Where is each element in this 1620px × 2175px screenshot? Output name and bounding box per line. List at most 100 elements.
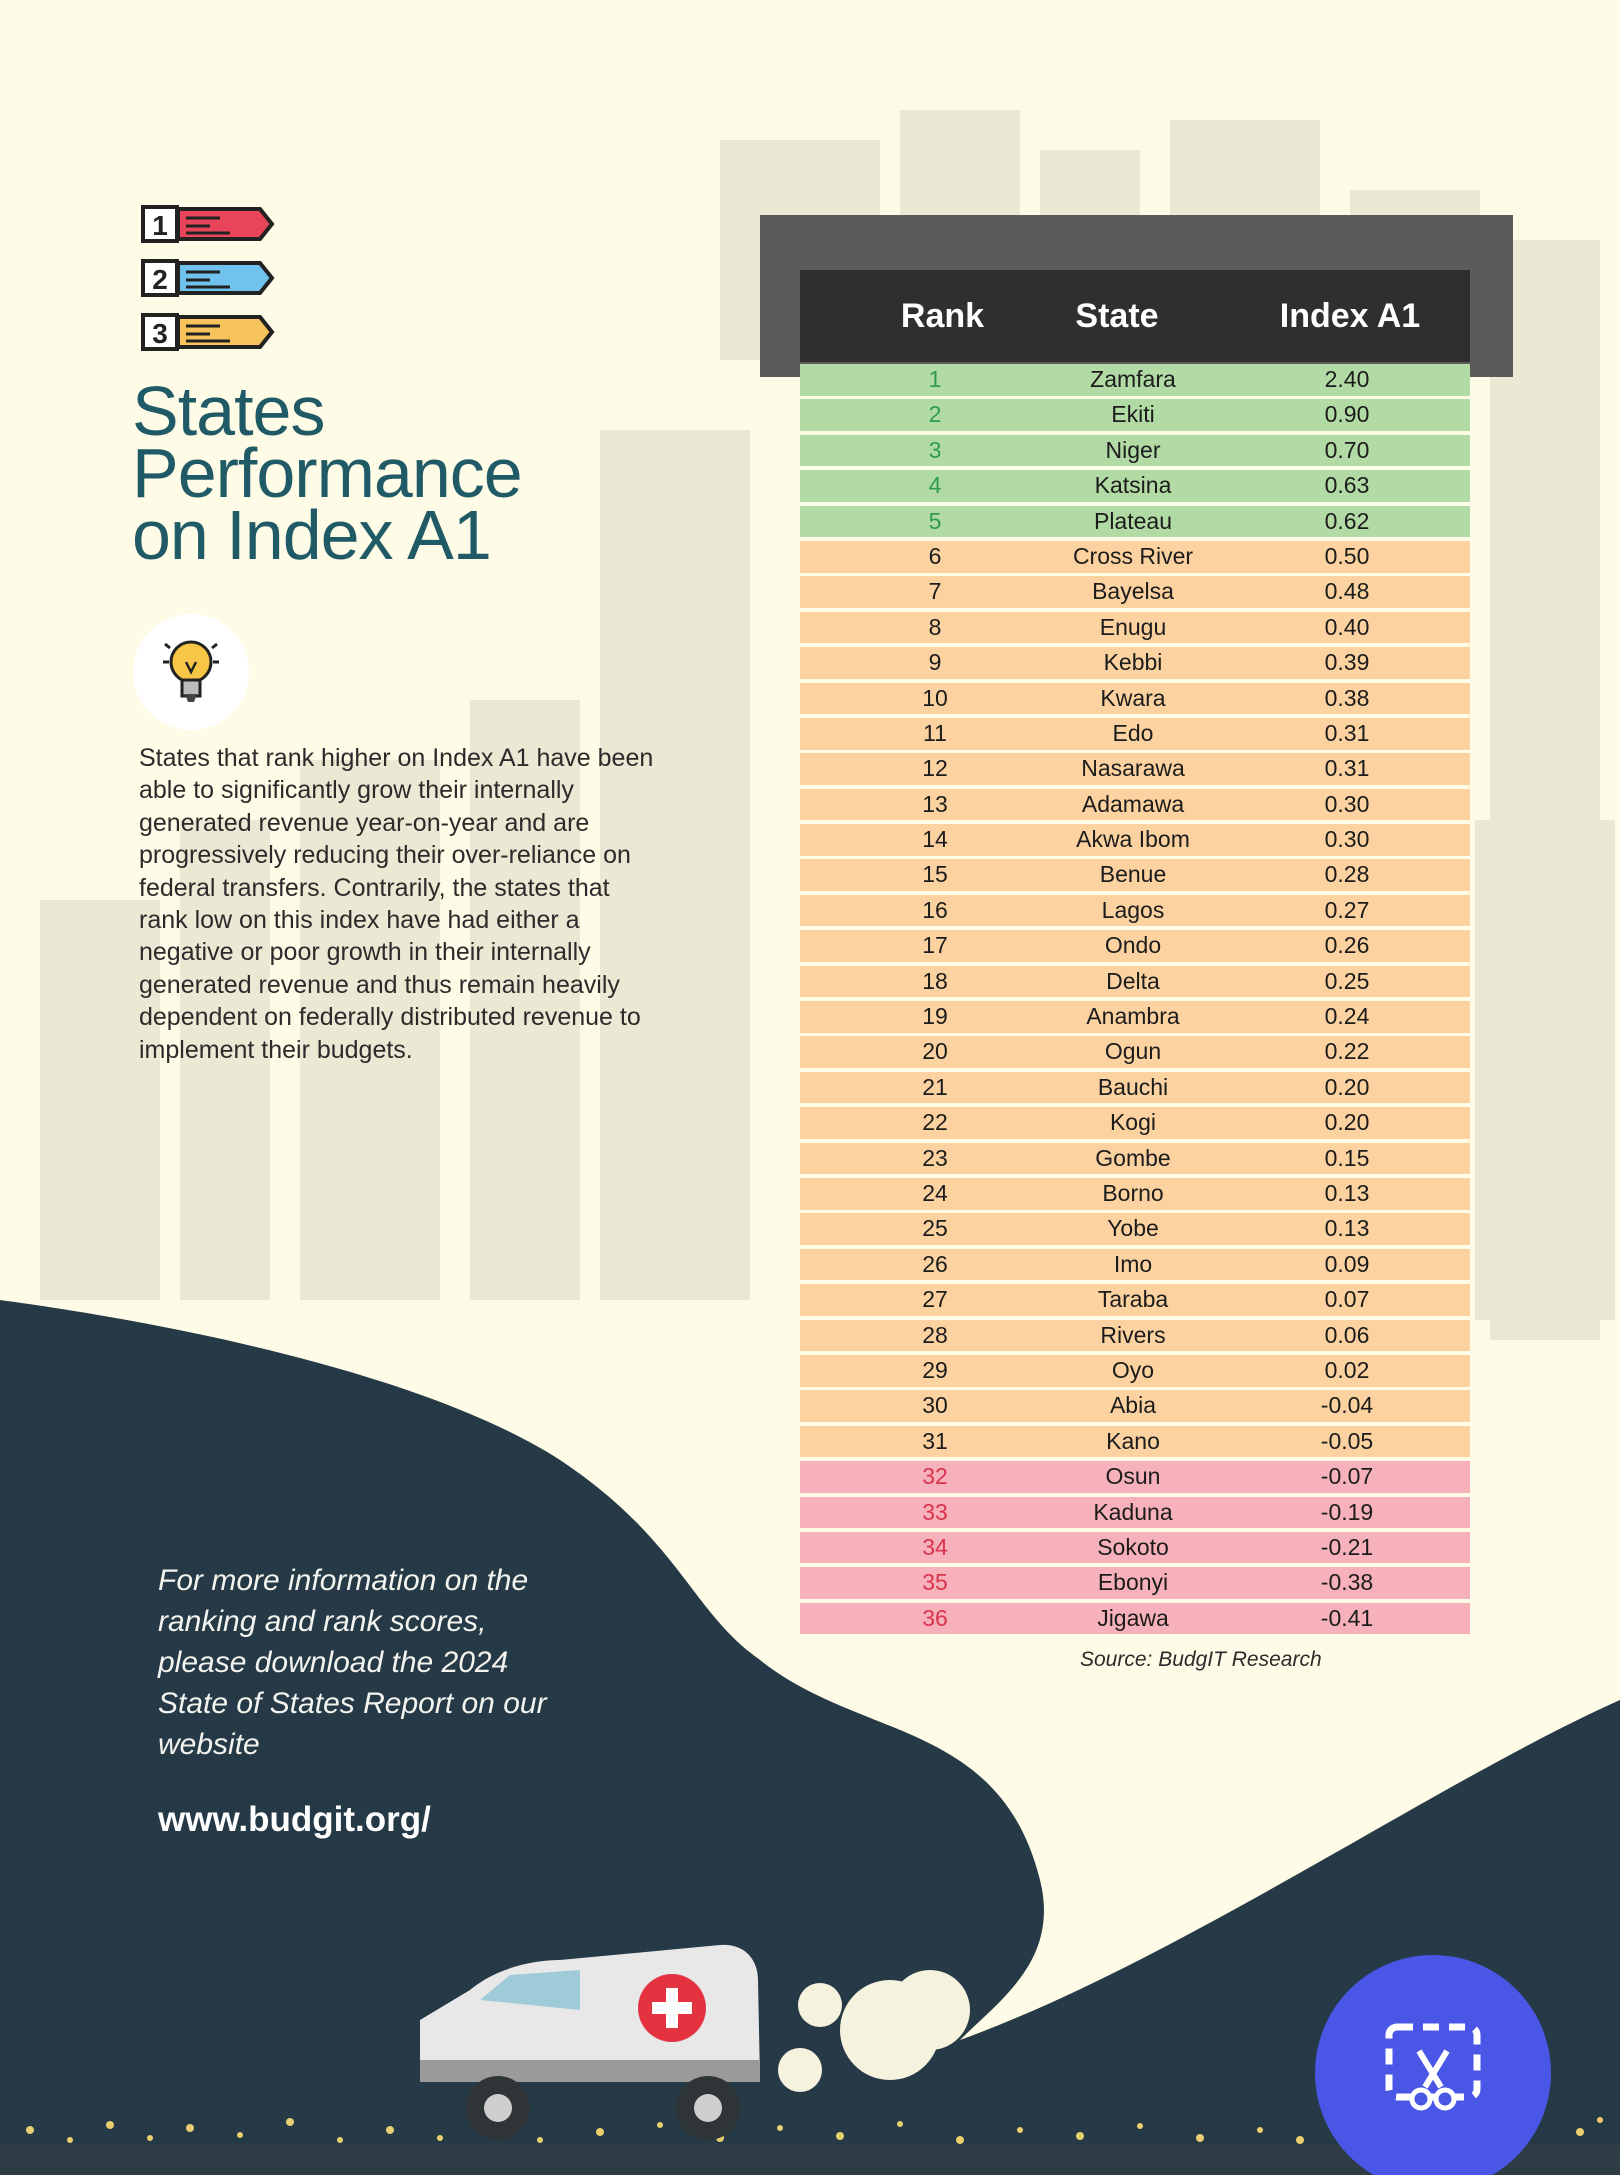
rank-cell: 24 (922, 1179, 948, 1206)
rank-cell: 31 (922, 1427, 948, 1454)
state-cell: Katsina (1094, 472, 1172, 499)
state-cell: Adamawa (1081, 790, 1185, 817)
state-cell: Oyo (1111, 1356, 1155, 1383)
table-row: 5 Plateau 0.62 (800, 505, 1470, 538)
rank-cell: 7 (928, 578, 942, 605)
rank-cell: 13 (922, 790, 948, 817)
rank-cell: 16 (922, 896, 948, 923)
state-cell: Kano (1106, 1427, 1160, 1454)
table-row: 23 Gombe 0.15 (800, 1142, 1470, 1175)
state-cell: Akwa Ibom (1076, 826, 1190, 853)
index-cell: -0.04 (1320, 1392, 1374, 1419)
table-row: 11 Edo 0.31 (800, 717, 1470, 750)
rank-cell: 29 (922, 1356, 948, 1383)
rank-cell: 26 (922, 1250, 948, 1277)
rank-cell: 10 (922, 684, 948, 711)
table-row: 33 Kaduna -0.19 (800, 1496, 1470, 1529)
table-row: 31 Kano -0.05 (800, 1425, 1470, 1458)
state-cell: Cross River (1072, 542, 1194, 569)
index-cell: 0.13 (1324, 1215, 1370, 1242)
index-cell: 0.39 (1324, 649, 1370, 676)
state-cell: Jigawa (1097, 1604, 1169, 1631)
rank-cell: 2 (928, 401, 942, 428)
lightbulb-badge (133, 614, 249, 730)
state-cell: Kebbi (1103, 649, 1163, 676)
index-cell: 0.28 (1324, 861, 1370, 888)
table-row: 14 Akwa Ibom 0.30 (800, 824, 1470, 856)
index-cell: 2.40 (1324, 366, 1370, 392)
header-rank: Rank (900, 297, 985, 335)
table-row: 13 Adamawa 0.30 (800, 788, 1470, 821)
table-row: 21 Bauchi 0.20 (800, 1071, 1470, 1104)
state-cell: Gombe (1095, 1144, 1171, 1171)
index-cell: 0.90 (1324, 401, 1370, 428)
rank-cell: 19 (922, 1003, 948, 1030)
state-cell: Ogun (1104, 1038, 1162, 1065)
state-cell: Plateau (1093, 507, 1172, 534)
index-cell: 0.20 (1324, 1073, 1370, 1100)
state-cell: Niger (1105, 436, 1161, 463)
index-cell: 0.62 (1324, 507, 1370, 534)
rank-cell: 1 (928, 366, 942, 392)
table-row: 26 Imo 0.09 (800, 1248, 1470, 1281)
more-info-text: For more information on the ranking and … (158, 1564, 547, 1761)
index-cell: 0.15 (1324, 1144, 1370, 1171)
state-cell: Imo (1113, 1250, 1153, 1277)
title-line: States (132, 372, 325, 450)
state-cell: Anambra (1086, 1003, 1180, 1030)
rank-3-icon: 3 (141, 313, 275, 351)
state-cell: Enugu (1099, 613, 1167, 640)
state-cell: Kogi (1109, 1109, 1157, 1136)
table-row: 25 Yobe 0.13 (800, 1213, 1470, 1245)
index-cell: 0.26 (1324, 932, 1370, 959)
rank-cell: 22 (922, 1109, 948, 1136)
title-line: on Index A1 (132, 496, 492, 574)
rank-cell: 27 (922, 1286, 948, 1313)
index-cell: -0.38 (1320, 1569, 1374, 1596)
rank-cell: 5 (928, 507, 942, 534)
rank-cell: 18 (922, 967, 948, 994)
table-row: 19 Anambra 0.24 (800, 1001, 1470, 1033)
state-cell: Ekiti (1111, 401, 1155, 428)
index-cell: -0.05 (1320, 1427, 1374, 1454)
rank-cell: 35 (922, 1569, 948, 1596)
index-cell: 0.06 (1324, 1321, 1370, 1348)
state-cell: Abia (1109, 1392, 1157, 1419)
table-row: 17 Ondo 0.26 (800, 930, 1470, 962)
ambulance-illustration (420, 1944, 970, 2140)
rank-cell: 15 (922, 861, 948, 888)
state-cell: Benue (1099, 861, 1167, 888)
screenshot-scissors-icon (1385, 2023, 1481, 2111)
table-row: 4 Katsina 0.63 (800, 470, 1470, 502)
state-cell: Taraba (1097, 1286, 1169, 1313)
index-cell: 0.20 (1324, 1109, 1370, 1136)
state-cell: Sokoto (1097, 1533, 1169, 1560)
index-cell: 0.40 (1324, 613, 1370, 640)
rank-cell: 17 (922, 932, 948, 959)
index-cell: 0.31 (1324, 755, 1370, 782)
rank-cell: 4 (928, 472, 942, 499)
title-line: Performance (132, 434, 523, 512)
state-cell: Ebonyi (1097, 1569, 1169, 1596)
index-cell: 0.07 (1324, 1286, 1370, 1313)
website-link[interactable]: www.budgit.org/ (158, 1800, 431, 1839)
rank-cell: 21 (922, 1073, 948, 1100)
index-cell: 0.38 (1324, 684, 1370, 711)
index-cell: 0.27 (1324, 896, 1370, 923)
header-state: State (1075, 297, 1159, 335)
table-header: Rank State Index A1 (800, 270, 1470, 362)
rank-cell: 34 (922, 1533, 948, 1560)
table-row: 9 Kebbi 0.39 (800, 647, 1470, 679)
index-cell: 0.30 (1324, 826, 1370, 853)
table-row: 1 Zamfara 2.40 (800, 364, 1470, 396)
state-cell: Ondo (1104, 932, 1162, 959)
index-cell: -0.07 (1320, 1463, 1374, 1490)
state-cell: Edo (1112, 719, 1154, 746)
table-row: 8 Enugu 0.40 (800, 611, 1470, 644)
table-row: 12 Nasarawa 0.31 (800, 753, 1470, 785)
state-cell: Bauchi (1097, 1073, 1169, 1100)
rank-cell: 8 (928, 613, 942, 640)
screenshot-button[interactable] (1315, 1955, 1551, 2175)
table-row: 36 Jigawa -0.41 (800, 1602, 1470, 1635)
